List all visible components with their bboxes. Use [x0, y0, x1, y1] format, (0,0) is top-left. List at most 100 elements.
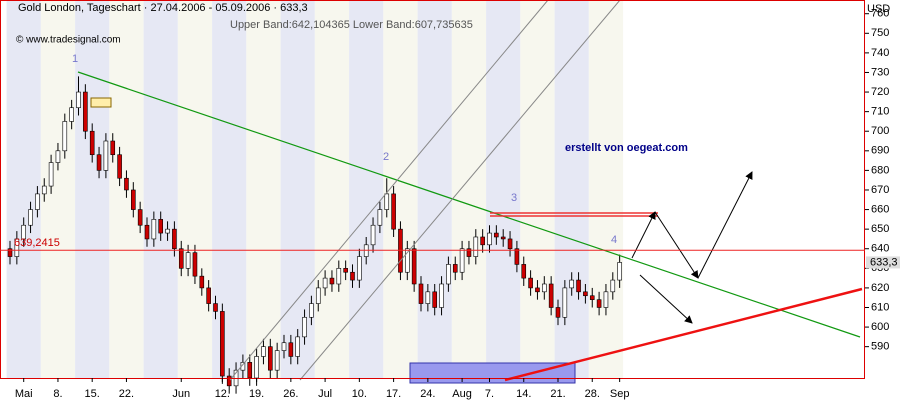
candle-body [62, 121, 68, 152]
candle-body [569, 279, 575, 289]
week-stripe [212, 0, 247, 378]
candle-body [165, 228, 170, 234]
candle-body [589, 295, 595, 300]
support-line [504, 287, 863, 382]
week-stripe [588, 0, 624, 378]
candle-body [336, 268, 342, 285]
candle-body [131, 189, 136, 210]
week-stripe [451, 0, 487, 378]
wave-label: 2 [383, 151, 389, 163]
candle-body [55, 150, 61, 163]
x-tick-label: 17. [386, 388, 401, 400]
candle-body [576, 279, 581, 293]
channel-line [299, 0, 621, 381]
plot-border [0, 0, 865, 379]
candle-body [315, 287, 321, 304]
x-tick-label: 14. [516, 388, 531, 400]
y-tick-label: 640 [871, 243, 889, 255]
candle-body [384, 193, 390, 210]
arrows [631, 171, 753, 324]
candle-body [274, 350, 280, 371]
y-tick-label: 590 [871, 341, 889, 353]
candle-body [596, 299, 602, 308]
y-tick-label: 620 [871, 282, 889, 294]
y-tick-label: 660 [871, 203, 889, 215]
candle-body [370, 224, 376, 246]
last-price-box [866, 256, 900, 269]
candle-body [124, 177, 129, 191]
x-tick-label: 28. [585, 388, 600, 400]
candle-body [322, 277, 328, 289]
candle-body [507, 238, 513, 250]
week-stripe [40, 0, 76, 378]
candle-body [14, 238, 20, 257]
candle-body [562, 287, 568, 318]
candle-body [137, 209, 143, 226]
axis-unit: USD [867, 3, 890, 15]
week-stripe [349, 0, 384, 378]
candle-body [541, 283, 547, 293]
candle-body [309, 303, 314, 318]
chart-title: Gold London, Tageschart · 27.04.2006 - 0… [18, 2, 308, 14]
week-stripe [554, 0, 589, 378]
band-legend: Upper Band:642,104365 Lower Band:607,735… [230, 19, 473, 31]
x-tick-label: Jun [172, 388, 190, 400]
candle-body [267, 346, 273, 371]
candle-body [418, 283, 424, 304]
y-tick-label: 670 [871, 184, 889, 196]
candle-body [110, 140, 116, 156]
candle-body [466, 248, 472, 257]
candle-body [487, 232, 492, 246]
candle-body [391, 193, 396, 230]
x-tick-label: 12. [215, 388, 230, 400]
candle-body [432, 291, 438, 308]
candle-body [35, 193, 40, 210]
x-tick-label: Jul [318, 388, 332, 400]
candle-body [254, 356, 259, 379]
candle-body [213, 303, 218, 312]
candle-body [500, 236, 506, 240]
candle-body [96, 154, 102, 171]
candle-body [350, 271, 355, 281]
candle-body [151, 219, 157, 240]
x-tick-label: 19. [249, 388, 264, 400]
candle-body [459, 248, 465, 273]
candle-body [172, 228, 177, 250]
candle-body [357, 256, 362, 281]
candle-body [603, 291, 609, 308]
x-tick-label: 15. [85, 388, 100, 400]
candle-body [343, 268, 348, 273]
candle-body [302, 316, 307, 338]
candle-body [446, 264, 451, 285]
week-stripe [75, 0, 110, 378]
candle-body [220, 311, 225, 377]
candle-body [226, 375, 232, 387]
wave-label: 1 [72, 53, 78, 65]
candle-body [76, 91, 81, 109]
candle-body [199, 275, 205, 289]
y-tick-label: 650 [871, 223, 889, 235]
candle-body [158, 219, 163, 234]
candle-body [178, 248, 184, 269]
week-stripe [177, 0, 213, 378]
candle-body [528, 277, 533, 289]
candle-body [7, 248, 13, 257]
wave-label: 4 [611, 234, 617, 246]
y-tick-label: 750 [871, 27, 889, 39]
x-tick-label: 8. [53, 388, 62, 400]
candle-body [69, 107, 74, 122]
candle-body [83, 91, 88, 132]
week-stripe [143, 0, 178, 378]
x-tick-label: 21. [550, 388, 565, 400]
week-stripe [486, 0, 521, 378]
x-tick-label: 24. [420, 388, 435, 400]
y-tick-label: 720 [871, 86, 889, 98]
week-stripe [280, 0, 315, 378]
x-tick-label: Sep [610, 388, 630, 400]
candle-body [261, 346, 266, 357]
annotation: erstellt von oegeat.com [565, 142, 688, 154]
week-stripe [246, 0, 281, 378]
candle-body [41, 185, 47, 195]
